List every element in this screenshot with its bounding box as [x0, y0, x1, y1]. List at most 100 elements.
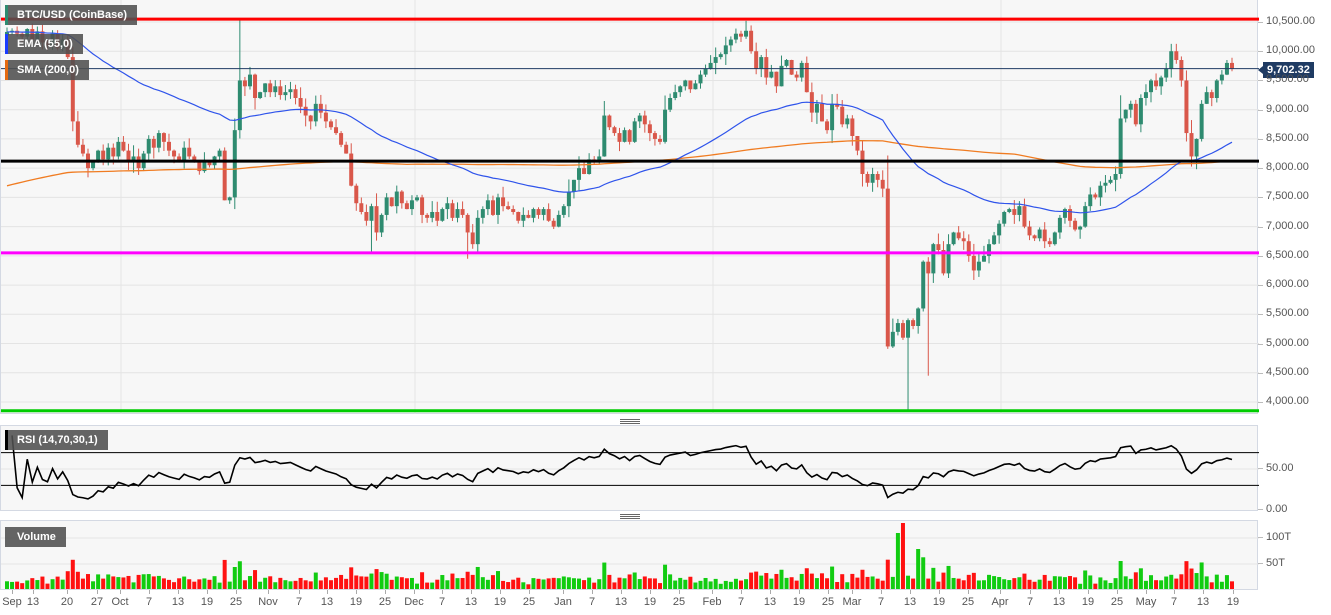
time-tick	[828, 590, 829, 594]
time-tick	[1088, 590, 1089, 594]
sma-legend[interactable]: SMA (200,0)	[5, 60, 89, 80]
time-tick	[621, 590, 622, 594]
time-tick	[299, 590, 300, 594]
time-tick	[650, 590, 651, 594]
rsi-pane[interactable]	[0, 425, 1259, 512]
price-tick	[1258, 343, 1263, 345]
time-tick-label: 20	[60, 596, 74, 608]
price-tick-label: 9,000.00	[1266, 102, 1309, 115]
price-tick	[1258, 402, 1263, 403]
price-tick	[1258, 372, 1263, 374]
time-tick-label: 19	[1081, 596, 1095, 608]
time-tick	[712, 590, 713, 594]
time-tick	[120, 590, 121, 594]
ema-label: EMA (55,0)	[17, 38, 73, 50]
time-tick-label: 19	[349, 596, 363, 608]
symbol-legend[interactable]: BTC/USD (CoinBase)	[5, 5, 138, 25]
time-tick-label: 19	[932, 596, 946, 608]
price-tick	[1258, 226, 1263, 228]
volume-tick	[1258, 537, 1263, 538]
volume-tick	[1258, 563, 1263, 564]
time-tick	[178, 590, 179, 594]
price-tick-label: 10,000.00	[1266, 44, 1315, 57]
pane-resize-handle[interactable]	[620, 419, 640, 425]
time-tick-label: 19	[1226, 596, 1240, 608]
time-tick-label: Sep	[2, 596, 22, 608]
time-tick-label: 13	[614, 596, 628, 608]
time-tick-label: Mar	[842, 596, 862, 608]
volume-tick-label: 50T	[1266, 557, 1285, 569]
volume-canvas[interactable]	[1, 521, 1259, 591]
price-tick	[1258, 138, 1263, 140]
price-tick	[1258, 80, 1263, 82]
time-tick	[770, 590, 771, 594]
price-tick-label: 8,000.00	[1266, 161, 1309, 174]
rsi-canvas[interactable]	[1, 426, 1259, 512]
sma-label: SMA (200,0)	[17, 64, 79, 76]
time-tick-label: Jan	[554, 596, 572, 608]
time-tick-label: 25	[961, 596, 975, 608]
time-tick-label: 13	[26, 596, 40, 608]
price-tick-label: 7,500.00	[1266, 190, 1309, 203]
time-tick	[33, 590, 34, 594]
time-tick-label: 7	[737, 596, 745, 608]
volume-label: Volume	[17, 531, 56, 543]
time-tick	[968, 590, 969, 594]
price-tick	[1258, 109, 1263, 111]
time-tick	[592, 590, 593, 594]
price-tick-label: 5,500.00	[1266, 307, 1309, 320]
symbol-label: BTC/USD (CoinBase)	[17, 9, 128, 21]
price-tick	[1258, 197, 1263, 199]
time-tick-label: 7	[588, 596, 596, 608]
time-tick-label: 13	[903, 596, 917, 608]
price-tick-label: 6,500.00	[1266, 248, 1309, 261]
time-tick	[268, 590, 269, 594]
symbol-color-swatch	[5, 5, 8, 25]
time-tick	[799, 590, 800, 594]
price-tick-label: 9,500.00	[1266, 73, 1309, 86]
time-tick	[67, 590, 68, 594]
rsi-color-swatch	[5, 430, 8, 450]
price-tick-label: 8,500.00	[1266, 131, 1309, 144]
time-tick-label: 25	[672, 596, 686, 608]
rsi-legend[interactable]: RSI (14,70,30,1)	[5, 430, 108, 450]
time-tick	[1030, 590, 1031, 594]
ema-legend[interactable]: EMA (55,0)	[5, 34, 83, 54]
time-tick-label: 25	[229, 596, 243, 608]
time-tick-label: 13	[320, 596, 334, 608]
time-tick	[442, 590, 443, 594]
time-tick-label: 25	[522, 596, 536, 608]
time-tick-label: 13	[763, 596, 777, 608]
price-tick-label: 5,000.00	[1266, 336, 1309, 349]
price-chart-pane[interactable]	[0, 0, 1259, 414]
price-tick	[1258, 285, 1263, 287]
rsi-tick-label: 50.00	[1266, 462, 1294, 474]
last-price-tag: 9,702.32	[1258, 62, 1314, 78]
time-tick	[1203, 590, 1204, 594]
volume-pane[interactable]	[0, 520, 1259, 591]
time-tick-label: 19	[792, 596, 806, 608]
time-tick	[1117, 590, 1118, 594]
time-tick	[385, 590, 386, 594]
time-tick	[97, 590, 98, 594]
time-tick-label: 7	[438, 596, 446, 608]
time-tick-label: May	[1135, 596, 1157, 608]
time-tick-label: Dec	[404, 596, 424, 608]
time-tick-label: 7	[145, 596, 153, 608]
time-tick-label: Feb	[702, 596, 722, 608]
pane-resize-handle[interactable]	[620, 514, 640, 520]
time-tick-label: 7	[1026, 596, 1034, 608]
price-chart-canvas[interactable]	[1, 0, 1259, 414]
time-tick	[1174, 590, 1175, 594]
time-tick	[1000, 590, 1001, 594]
time-tick	[149, 590, 150, 594]
time-tick	[236, 590, 237, 594]
price-tick	[1258, 255, 1263, 257]
time-tick	[881, 590, 882, 594]
price-tick	[1258, 22, 1263, 23]
price-tick-label: 4,000.00	[1266, 395, 1309, 407]
volume-legend[interactable]: Volume	[5, 527, 66, 547]
time-tick-label: Nov	[258, 596, 278, 608]
time-tick	[12, 590, 13, 594]
time-tick-label: 19	[643, 596, 657, 608]
